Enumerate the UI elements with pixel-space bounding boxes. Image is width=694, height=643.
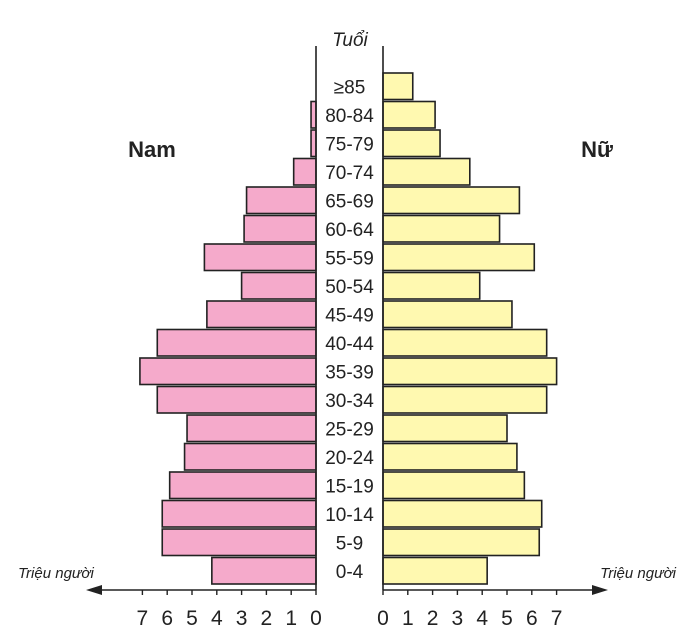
tick-label-left-1: 1 <box>285 607 297 630</box>
age-label-5-9: 5-9 <box>336 533 363 554</box>
age-label-25-29: 25-29 <box>325 419 374 440</box>
bar-male-10-14 <box>161 499 317 528</box>
bar-female-60-64 <box>382 214 501 243</box>
age-label-50-54: 50-54 <box>325 277 374 298</box>
bar-male-65-69 <box>245 186 317 215</box>
bar-male-5-9 <box>161 528 317 557</box>
age-label-65-69: 65-69 <box>325 191 374 212</box>
tick-label-right-3: 3 <box>452 607 464 630</box>
age-label-60-64: 60-64 <box>325 220 374 241</box>
bar-female-0-4 <box>382 556 488 585</box>
age-label-70-74: 70-74 <box>325 163 374 184</box>
bar-female-25-29 <box>382 414 508 443</box>
tick-label-left-7: 7 <box>137 607 149 630</box>
bar-female-20-24 <box>382 442 518 471</box>
arrow-left-icon <box>86 585 102 595</box>
age-label-80-84: 80-84 <box>325 106 374 127</box>
bar-female-≥85 <box>382 72 414 101</box>
bar-male-15-19 <box>168 471 317 500</box>
tick-label-right-5: 5 <box>501 607 513 630</box>
axis-title-age: Tuổi <box>332 30 368 51</box>
bar-male-60-64 <box>243 214 317 243</box>
bar-male-70-74 <box>292 157 317 186</box>
age-label-15-19: 15-19 <box>325 476 374 497</box>
age-label-55-59: 55-59 <box>325 248 374 269</box>
tick-label-right-1: 1 <box>402 607 414 630</box>
age-label-0-4: 0-4 <box>336 562 364 583</box>
age-label-30-34: 30-34 <box>325 391 374 412</box>
tick-label-left-3: 3 <box>236 607 248 630</box>
tick-label-right-6: 6 <box>526 607 538 630</box>
age-label-35-39: 35-39 <box>325 362 374 383</box>
bar-male-50-54 <box>240 271 317 300</box>
bar-male-0-4 <box>211 556 317 585</box>
bar-male-45-49 <box>206 300 317 329</box>
bar-male-55-59 <box>203 243 317 272</box>
tick-label-left-4: 4 <box>211 607 223 630</box>
age-labels: 0-4 5-9 10-14 15-19 20-24 25-29 30-34 35-39 40-4… <box>325 77 374 583</box>
tick-label-left-2: 2 <box>261 607 273 630</box>
axes-layer <box>86 46 608 595</box>
unit-label-right: Triệu người <box>600 565 676 582</box>
age-label-≥85: ≥85 <box>334 77 366 98</box>
bar-female-10-14 <box>382 499 543 528</box>
tick-label-right-2: 2 <box>427 607 439 630</box>
bar-male-30-34 <box>156 385 317 414</box>
bar-female-40-44 <box>382 328 548 357</box>
bar-male-20-24 <box>183 442 317 471</box>
tick-label-left-6: 6 <box>161 607 173 630</box>
age-label-75-79: 75-79 <box>325 134 374 155</box>
bar-female-70-74 <box>382 157 471 186</box>
bar-male-35-39 <box>139 357 317 386</box>
bar-female-55-59 <box>382 243 536 272</box>
unit-label-left: Triệu người <box>18 565 94 582</box>
bar-female-45-49 <box>382 300 513 329</box>
tick-label-left-0: 0 <box>310 607 322 630</box>
tick-label-right-4: 4 <box>476 607 488 630</box>
bar-female-75-79 <box>382 129 441 158</box>
bar-female-30-34 <box>382 385 548 414</box>
age-label-45-49: 45-49 <box>325 305 374 326</box>
bar-male-40-44 <box>156 328 317 357</box>
bar-male-25-29 <box>186 414 317 443</box>
series-label-male: Nam <box>128 137 176 162</box>
age-label-10-14: 10-14 <box>325 505 374 526</box>
arrow-right-icon <box>592 585 608 595</box>
bar-female-65-69 <box>382 186 521 215</box>
bars-layer <box>139 72 558 585</box>
age-label-40-44: 40-44 <box>325 334 374 355</box>
series-label-female: Nữ <box>581 137 613 162</box>
age-label-20-24: 20-24 <box>325 448 374 469</box>
bar-female-80-84 <box>382 100 436 129</box>
bar-female-50-54 <box>382 271 481 300</box>
bar-female-15-19 <box>382 471 526 500</box>
bar-female-5-9 <box>382 528 541 557</box>
tick-label-right-0: 0 <box>377 607 389 630</box>
tick-label-left-5: 5 <box>186 607 198 630</box>
bar-female-35-39 <box>382 357 558 386</box>
tick-label-right-7: 7 <box>551 607 563 630</box>
